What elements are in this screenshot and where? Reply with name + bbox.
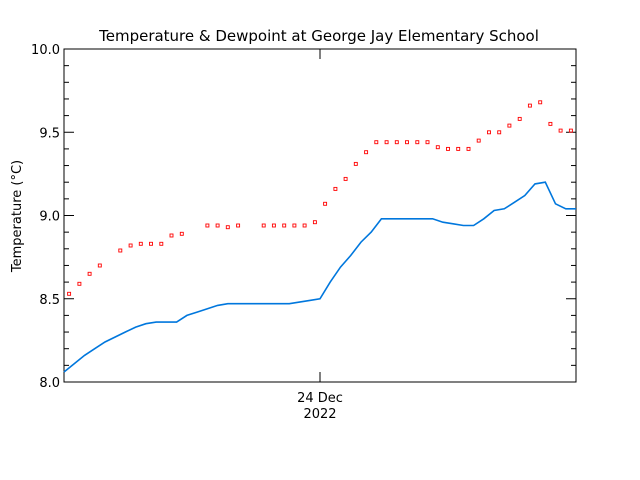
temperature-point	[138, 241, 143, 246]
temperature-point	[149, 241, 153, 246]
temperature-point	[435, 145, 440, 150]
temperature-point	[548, 121, 553, 126]
y-tick-label: 9.0	[39, 210, 60, 225]
temperature-point	[507, 123, 512, 128]
temperature-point	[97, 263, 102, 268]
temperature-point	[169, 233, 174, 238]
chart-title: Temperature & Dewpoint at George Jay Ele…	[98, 27, 539, 45]
series-layer	[63, 100, 576, 373]
temperature-point	[538, 100, 543, 105]
temperature-point	[118, 248, 123, 253]
temperature-point	[67, 291, 72, 296]
temperature-point	[466, 146, 471, 151]
temperature-point	[323, 201, 328, 206]
temperature-point	[497, 130, 502, 135]
plot-border	[63, 48, 577, 383]
temperature-point	[179, 231, 184, 236]
y-tick-label: 9.5	[39, 126, 60, 141]
temperature-point	[77, 281, 82, 286]
y-tick-label: 10.0	[31, 43, 60, 58]
temperature-point	[384, 140, 389, 145]
temperature-point	[394, 140, 399, 145]
temperature-point	[302, 223, 307, 228]
x-tick-label-date: 24 Dec	[297, 391, 343, 406]
temperature-point	[128, 243, 133, 248]
y-tick-label: 8.0	[39, 376, 60, 391]
temperature-point	[236, 223, 241, 228]
temperature-point	[225, 225, 230, 230]
temperature-point	[292, 223, 297, 228]
temperature-point	[476, 138, 481, 143]
plot-frame	[63, 48, 577, 383]
temperature-point	[333, 186, 338, 191]
temperature-point	[374, 140, 379, 145]
temperature-point	[558, 128, 563, 133]
temperature-point	[568, 128, 573, 133]
temperature-point	[159, 241, 164, 246]
temperature-point	[487, 130, 491, 135]
temperature-point	[425, 140, 430, 145]
temperature-point	[261, 223, 266, 228]
temperature-point	[215, 223, 220, 228]
x-tick-label-year: 2022	[303, 407, 336, 422]
temperature-point	[271, 223, 276, 228]
dewpoint-line	[63, 181, 576, 373]
temperature-point	[415, 140, 420, 145]
temperature-point	[282, 223, 287, 228]
y-axis-label: Temperature (°C)	[10, 160, 25, 273]
temperature-point	[205, 223, 210, 228]
temperature-point	[456, 146, 461, 151]
temperature-point	[364, 150, 369, 155]
temperature-point	[343, 176, 348, 181]
temperature-point	[353, 161, 358, 166]
temperature-point	[405, 140, 409, 145]
temperature-point	[446, 146, 450, 151]
y-tick-label: 8.5	[39, 293, 60, 308]
temperature-point	[517, 116, 522, 121]
temperature-point	[87, 271, 92, 276]
temperature-point	[312, 220, 317, 225]
temperature-point	[527, 103, 532, 108]
y-axis-ticks: 8.0 8.5 9.0 9.5 10.0	[31, 43, 576, 391]
